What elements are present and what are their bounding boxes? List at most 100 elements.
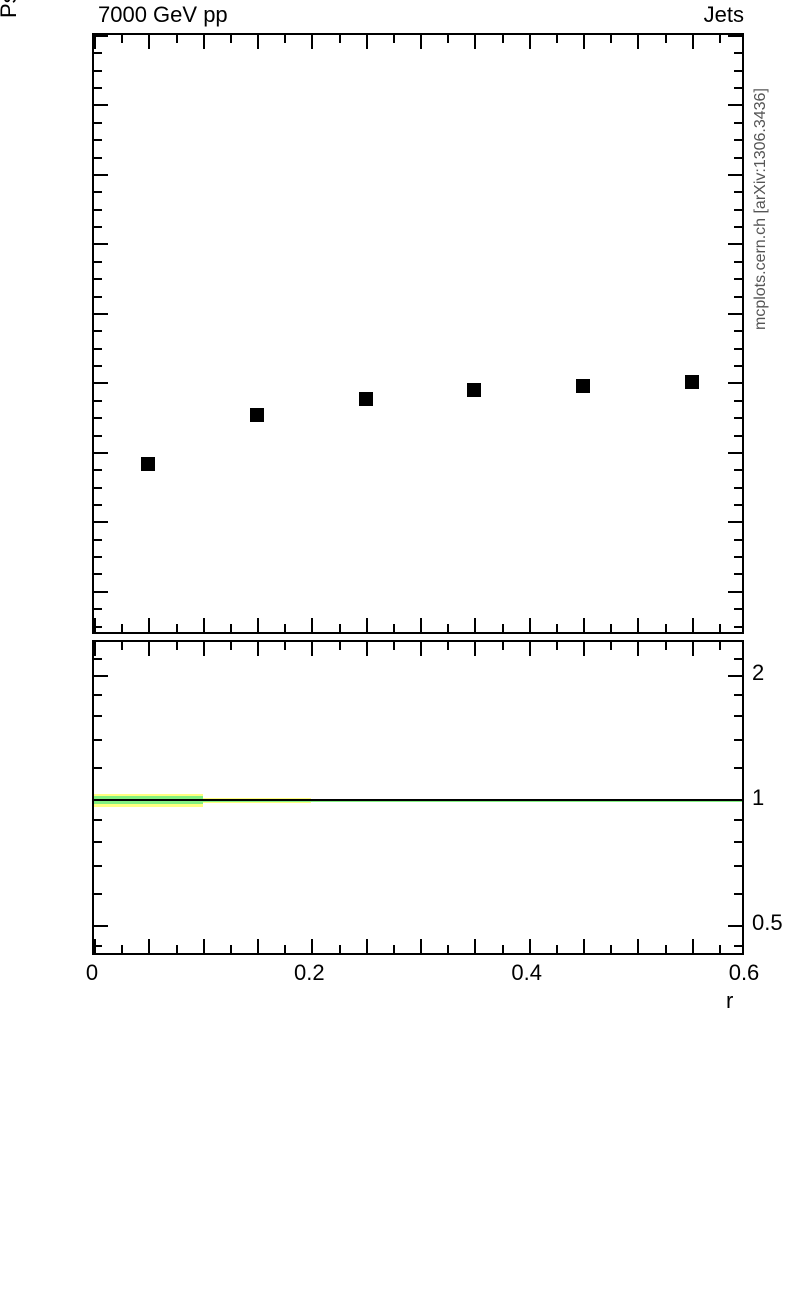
axis-tick [420, 939, 422, 953]
axis-tick [583, 618, 585, 632]
axis-tick [555, 35, 558, 43]
axis-tick [447, 945, 450, 953]
axis-tick [734, 121, 742, 124]
data-point-marker [467, 383, 482, 398]
axis-tick [338, 35, 341, 43]
axis-tick [734, 892, 742, 895]
axis-tick [94, 243, 108, 246]
axis-tick [734, 767, 742, 770]
axis-tick [734, 139, 742, 142]
axis-tick [691, 642, 694, 656]
axis-tick [94, 693, 102, 696]
axis-tick [94, 191, 102, 194]
axis-tick [392, 945, 395, 953]
axis-tick [94, 840, 102, 843]
axis-tick [94, 330, 102, 333]
axis-tick [691, 35, 694, 49]
axis-tick [610, 624, 613, 632]
axis-tick [718, 945, 721, 953]
data-point-marker [358, 392, 373, 407]
axis-tick [257, 642, 259, 656]
axis-tick [718, 35, 721, 43]
axis-tick [121, 642, 124, 650]
ratio-plot-panel[interactable] [92, 640, 744, 955]
axis-tick [664, 624, 667, 632]
axis-tick [257, 35, 259, 49]
axis-tick [257, 618, 259, 632]
axis-tick [734, 208, 742, 211]
axis-tick [284, 624, 287, 632]
axis-tick [284, 945, 287, 953]
axis-tick [728, 925, 742, 928]
axis-tick [94, 642, 96, 656]
axis-tick [94, 312, 108, 315]
axis-tick [311, 642, 314, 656]
axis-tick [734, 191, 742, 194]
axis-tick [734, 330, 742, 333]
main-plot-panel[interactable] [92, 33, 744, 634]
ratio-plot-area [94, 642, 742, 953]
axis-tick [528, 642, 531, 656]
axis-tick [202, 939, 205, 953]
data-point-marker [141, 457, 156, 472]
axis-tick [94, 35, 108, 37]
axis-tick [392, 35, 395, 43]
axis-tick [728, 674, 742, 677]
axis-tick [734, 52, 742, 55]
axis-tick [148, 35, 151, 49]
axis-tick [734, 434, 742, 437]
axis-tick [420, 35, 422, 49]
axis-tick [257, 939, 259, 953]
axis-tick [94, 35, 96, 49]
axis-tick [175, 642, 178, 650]
axis-tick [94, 503, 102, 506]
axis-tick [175, 624, 178, 632]
axis-tick [734, 347, 742, 350]
axis-tick [94, 121, 102, 124]
axis-tick [583, 642, 585, 656]
axis-tick [501, 642, 504, 650]
axis-tick [728, 104, 742, 107]
axis-tick [583, 35, 585, 49]
axis-tick [555, 624, 558, 632]
axis-tick [94, 864, 102, 867]
axis-tick [94, 382, 108, 385]
axis-tick [365, 618, 368, 632]
axis-tick [664, 35, 667, 43]
x-tick-label: 0.4 [511, 960, 542, 985]
axis-tick [94, 608, 102, 611]
axis-tick [555, 945, 558, 953]
plot-page: 7000 GeV pp Jets Psi(r) Ratio to ATLAS r… [0, 0, 783, 1013]
x-tick-label: 0 [85, 960, 99, 985]
data-point-marker [684, 375, 699, 390]
axis-tick [365, 35, 368, 49]
axis-tick [734, 556, 742, 559]
axis-tick [528, 35, 531, 49]
axis-tick [474, 939, 477, 953]
axis-tick [94, 173, 108, 176]
axis-tick [94, 590, 108, 593]
x-tick-label: 0.6 [728, 960, 760, 985]
axis-tick [202, 35, 205, 49]
axis-tick [284, 642, 287, 650]
axis-tick [94, 417, 102, 420]
axis-tick [474, 642, 477, 656]
axis-tick [121, 945, 124, 953]
axis-tick [728, 521, 742, 524]
axis-tick [94, 625, 102, 628]
axis-tick [734, 156, 742, 159]
axis-tick [637, 642, 640, 656]
axis-tick [555, 642, 558, 650]
axis-tick [501, 945, 504, 953]
axis-tick [94, 944, 102, 947]
axis-tick [734, 944, 742, 947]
axis-tick [420, 618, 422, 632]
axis-tick [392, 624, 395, 632]
axis-tick [734, 715, 742, 718]
axis-tick [528, 618, 531, 632]
axis-tick [734, 573, 742, 576]
axis-tick [94, 939, 96, 953]
axis-tick [94, 892, 102, 895]
axis-tick [734, 365, 742, 368]
axis-tick [94, 538, 102, 541]
